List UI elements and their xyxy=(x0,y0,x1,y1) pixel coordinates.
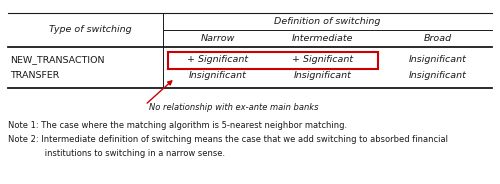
Text: + Significant: + Significant xyxy=(188,56,248,65)
Text: Insignificant: Insignificant xyxy=(189,72,247,81)
Text: Type of switching: Type of switching xyxy=(48,26,132,35)
Text: Insignificant: Insignificant xyxy=(409,72,467,81)
Text: + Significant: + Significant xyxy=(292,56,354,65)
Text: Note 1: The case where the matching algorithm is 5-nearest neighbor matching.: Note 1: The case where the matching algo… xyxy=(8,121,347,130)
Text: Narrow: Narrow xyxy=(201,34,235,43)
Text: TRANSFER: TRANSFER xyxy=(10,72,59,81)
Text: Broad: Broad xyxy=(424,34,452,43)
Text: Intermediate: Intermediate xyxy=(292,34,354,43)
Bar xyxy=(168,52,378,69)
Text: Note 2: Intermediate definition of switching means the case that we add switchin: Note 2: Intermediate definition of switc… xyxy=(8,135,448,144)
Text: No relationship with ex-ante main banks: No relationship with ex-ante main banks xyxy=(149,103,318,112)
Text: Insignificant: Insignificant xyxy=(294,72,352,81)
Text: institutions to switching in a narrow sense.: institutions to switching in a narrow se… xyxy=(8,148,225,158)
Text: NEW_TRANSACTION: NEW_TRANSACTION xyxy=(10,56,104,65)
Text: Definition of switching: Definition of switching xyxy=(274,17,380,26)
Text: Insignificant: Insignificant xyxy=(409,56,467,65)
